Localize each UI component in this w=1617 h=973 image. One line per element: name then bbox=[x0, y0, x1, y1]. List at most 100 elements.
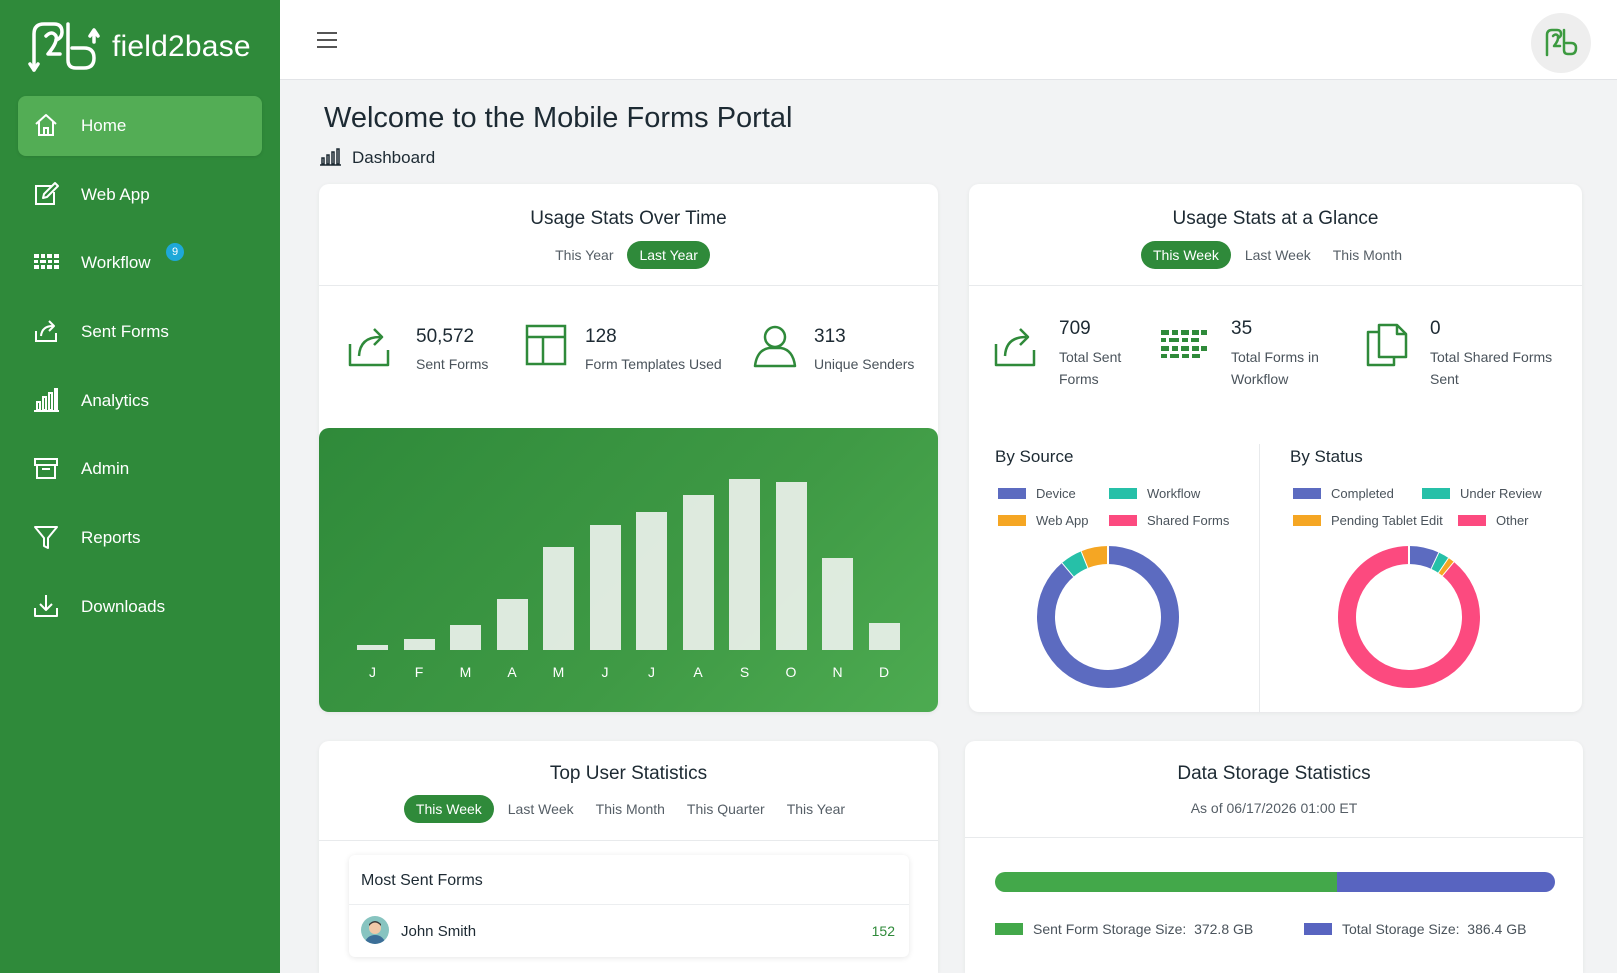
tab-last-week[interactable]: Last Week bbox=[1244, 247, 1311, 263]
filter-icon bbox=[34, 526, 58, 549]
bar-chart-icon bbox=[320, 148, 341, 166]
sidebar-item-analytics[interactable]: Analytics bbox=[18, 371, 262, 431]
hamburger-menu-icon[interactable] bbox=[315, 30, 339, 50]
person-avatar-icon bbox=[364, 921, 386, 944]
legend-swatch bbox=[1293, 515, 1321, 526]
tab-this-month[interactable]: This Month bbox=[1332, 247, 1402, 263]
legend-label: Total Storage Size: bbox=[1342, 921, 1460, 937]
x-tick-label: J bbox=[648, 664, 655, 680]
avatar bbox=[361, 916, 389, 944]
user-icon bbox=[753, 325, 797, 368]
field2base-logo-icon bbox=[28, 22, 100, 72]
most-sent-forms-list: Most Sent Forms John Smith 152 bbox=[349, 855, 909, 957]
legend-item: Shared Forms bbox=[1109, 513, 1229, 528]
period-tabs: This Week Last Week This Month This Quar… bbox=[319, 795, 938, 823]
tab-this-week[interactable]: This Week bbox=[403, 795, 494, 823]
list-title: Most Sent Forms bbox=[361, 872, 483, 889]
legend-label: Completed bbox=[1331, 486, 1394, 501]
tab-this-year[interactable]: This Year bbox=[786, 801, 846, 817]
chart-bar bbox=[357, 645, 388, 650]
chart-bar bbox=[775, 482, 807, 650]
brand-logo[interactable]: field2base bbox=[28, 20, 258, 74]
legend-swatch bbox=[1458, 515, 1486, 526]
list-item[interactable]: John Smith 152 bbox=[349, 906, 909, 954]
donut-slice bbox=[1408, 546, 1440, 570]
stat-value: 709 bbox=[1059, 318, 1091, 339]
donut-slice bbox=[1062, 551, 1089, 577]
sidebar-item-admin[interactable]: Admin bbox=[18, 439, 262, 499]
legend-label: Under Review bbox=[1460, 486, 1542, 501]
stat-value: 50,572 bbox=[416, 326, 475, 347]
share-icon bbox=[35, 320, 57, 342]
stat-label-line: Total Sent bbox=[1059, 349, 1122, 365]
share-icon bbox=[348, 328, 390, 367]
sidebar-item-label: Home bbox=[81, 116, 127, 135]
field2base-logo-icon bbox=[1545, 28, 1578, 57]
chart-bar bbox=[496, 599, 528, 650]
sidebar-item-home[interactable]: Home bbox=[18, 96, 262, 156]
legend-label: Shared Forms bbox=[1147, 513, 1230, 528]
sidebar-item-reports[interactable]: Reports bbox=[18, 508, 262, 568]
sidebar-item-workflow[interactable]: Workflow 9 bbox=[18, 233, 262, 293]
home-icon bbox=[35, 114, 57, 136]
sidebar: field2base Home Web App Workflow 9 bbox=[0, 0, 280, 973]
tab-this-week[interactable]: This Week bbox=[1140, 241, 1231, 269]
tab-this-year[interactable]: This Year bbox=[555, 247, 614, 263]
x-tick-label: J bbox=[369, 664, 376, 680]
storage-usage-bar bbox=[995, 872, 1555, 892]
stat-label-line: Total Shared Forms bbox=[1430, 349, 1553, 365]
legend-item: Under Review bbox=[1422, 486, 1542, 501]
x-tick-label: A bbox=[507, 664, 517, 680]
stat-value: 0 bbox=[1430, 318, 1441, 339]
legend-swatch bbox=[998, 488, 1026, 499]
chart-bar bbox=[543, 547, 574, 650]
donut-slice bbox=[1338, 546, 1480, 688]
chart-bar bbox=[589, 524, 621, 650]
sidebar-item-label: Reports bbox=[81, 528, 141, 547]
sidebar-item-downloads[interactable]: Downloads bbox=[18, 577, 262, 637]
legend-label: Pending Tablet Edit bbox=[1331, 513, 1443, 528]
tab-last-year[interactable]: Last Year bbox=[627, 241, 710, 269]
divider bbox=[965, 837, 1583, 838]
page-title: Welcome to the Mobile Forms Portal bbox=[324, 102, 793, 134]
legend-label: Workflow bbox=[1147, 486, 1201, 501]
legend-swatch bbox=[1304, 923, 1332, 935]
chart-bar bbox=[403, 638, 435, 650]
card-title: Data Storage Statistics bbox=[1177, 763, 1371, 784]
divider bbox=[349, 904, 909, 905]
legend-item: Completed bbox=[1293, 486, 1394, 501]
edit-icon bbox=[35, 182, 59, 205]
x-tick-label: O bbox=[785, 664, 797, 680]
legend-item: Workflow bbox=[1109, 486, 1200, 501]
sidebar-item-web-app[interactable]: Web App bbox=[18, 165, 262, 225]
archive-icon bbox=[34, 458, 58, 479]
tab-this-month[interactable]: This Month bbox=[595, 801, 665, 817]
x-tick-label: N bbox=[832, 664, 843, 680]
legend-value: 372.8 GB bbox=[1194, 921, 1254, 937]
as-of-timestamp: As of 06/17/2026 01:00 ET bbox=[1190, 800, 1358, 816]
stat-label: Total Sent Forms bbox=[1059, 346, 1121, 390]
sidebar-item-label: Downloads bbox=[81, 597, 166, 616]
stat-label-line: Workflow bbox=[1231, 371, 1289, 387]
chart-bar bbox=[636, 512, 667, 650]
workflow-icon bbox=[1161, 330, 1207, 358]
tab-this-quarter[interactable]: This Quarter bbox=[686, 801, 765, 817]
sent-count: 152 bbox=[871, 923, 895, 939]
template-icon bbox=[525, 324, 567, 366]
user-avatar[interactable] bbox=[1531, 13, 1591, 73]
tab-last-week[interactable]: Last Week bbox=[507, 801, 574, 817]
document-icon bbox=[1366, 323, 1408, 367]
sidebar-item-sent-forms[interactable]: Sent Forms bbox=[18, 302, 262, 362]
legend-label: Device bbox=[1036, 486, 1076, 501]
divider bbox=[319, 285, 938, 286]
donut-slice bbox=[1081, 546, 1109, 568]
sidebar-item-label: Web App bbox=[81, 185, 150, 204]
chart-bar bbox=[682, 494, 714, 650]
x-tick-label: F bbox=[414, 664, 424, 680]
x-tick-label: A bbox=[693, 664, 703, 680]
legend-item: Device bbox=[998, 486, 1076, 501]
x-tick-label: S bbox=[739, 664, 750, 680]
period-tabs: This Year Last Year bbox=[319, 241, 938, 269]
sidebar-item-label: Admin bbox=[81, 459, 130, 478]
